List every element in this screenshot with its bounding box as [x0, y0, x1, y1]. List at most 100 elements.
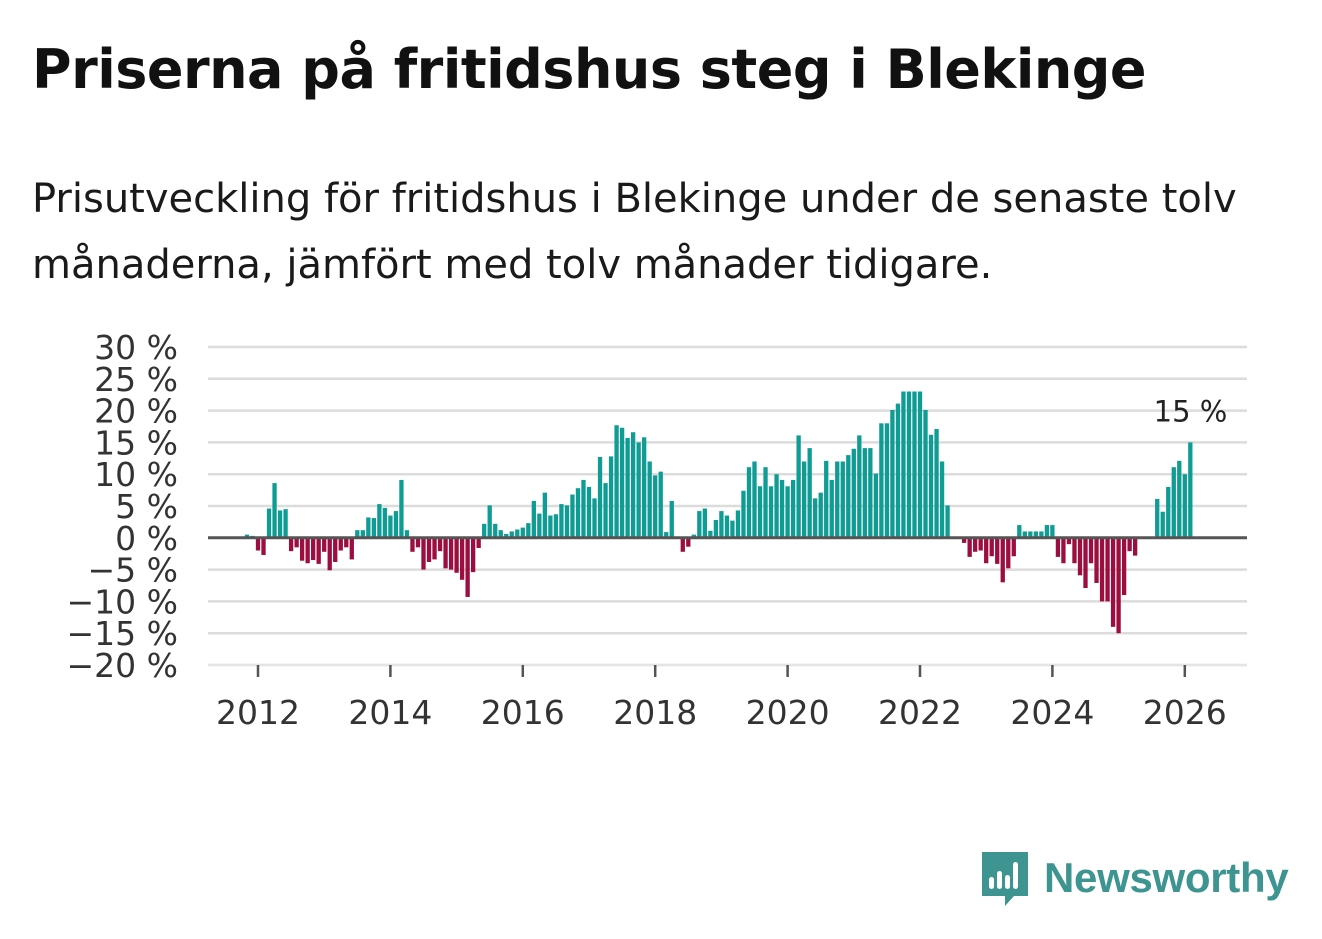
- bar: [244, 534, 250, 538]
- bar: [498, 530, 503, 538]
- bar: [482, 523, 487, 538]
- bar: [945, 505, 950, 538]
- bar: [415, 537, 421, 548]
- bar: [708, 530, 713, 538]
- bar: [1061, 537, 1066, 564]
- bar-chart: 30 %25 %20 %15 %10 %5 %0 %−5 %−10 %−15 %…: [67, 328, 1247, 732]
- bar: [735, 510, 741, 538]
- bar: [515, 529, 520, 538]
- bar: [851, 448, 856, 538]
- bar: [757, 486, 763, 538]
- bar: [1166, 486, 1171, 538]
- bar: [835, 461, 840, 538]
- bar: [619, 427, 625, 538]
- newsworthy-logo[interactable]: Newsworthy: [980, 848, 1289, 908]
- bar: [261, 537, 266, 555]
- bar: [901, 391, 906, 538]
- bar: [1000, 537, 1005, 583]
- bar: [1022, 531, 1027, 538]
- y-tick-label: 10 %: [94, 455, 178, 494]
- bar: [504, 533, 509, 538]
- bar: [928, 434, 934, 538]
- bar: [1121, 537, 1127, 596]
- bar: [636, 442, 641, 538]
- bars: [244, 391, 1193, 634]
- x-tick-label: 2026: [1143, 693, 1227, 732]
- bar: [730, 520, 735, 538]
- bar: [752, 461, 757, 538]
- bar: [459, 537, 465, 580]
- bar: [1160, 511, 1165, 538]
- bar: [322, 537, 327, 552]
- bar: [686, 537, 691, 547]
- y-tick-label: −15 %: [67, 614, 179, 653]
- bar: [978, 537, 983, 551]
- grid-lines: [208, 345, 1247, 667]
- bar: [1171, 467, 1176, 538]
- y-tick-label: 0 %: [115, 519, 178, 558]
- bar: [437, 537, 443, 552]
- bar: [664, 532, 669, 538]
- bar: [719, 511, 724, 538]
- bar: [299, 537, 305, 561]
- bar: [906, 391, 912, 538]
- bar: [487, 505, 492, 538]
- bar: [614, 425, 619, 538]
- bar: [421, 537, 426, 570]
- bar: [283, 509, 288, 538]
- bar: [333, 537, 338, 562]
- bar: [939, 461, 945, 538]
- bar: [531, 500, 536, 538]
- bar: [426, 537, 432, 562]
- bar: [995, 537, 1000, 564]
- bar: [608, 456, 614, 538]
- x-tick-label: 2022: [878, 693, 962, 732]
- bar: [1072, 537, 1077, 564]
- bar: [923, 409, 928, 538]
- bar: [388, 515, 393, 538]
- bar: [1055, 537, 1061, 557]
- brand-name: Newsworthy: [1044, 854, 1289, 901]
- x-tick-label: 2024: [1010, 693, 1094, 732]
- chart-title: Priserna på fritidshus steg i Blekinge: [32, 38, 1147, 101]
- labels: 30 %25 %20 %15 %10 %5 %0 %−5 %−10 %−15 %…: [67, 328, 1228, 732]
- bar: [917, 391, 923, 538]
- bar: [404, 530, 410, 538]
- bar: [790, 479, 796, 538]
- bar: [1133, 537, 1138, 556]
- bar: [311, 537, 316, 561]
- bar: [344, 537, 349, 548]
- bar: [890, 409, 895, 538]
- bar: [989, 537, 994, 557]
- bar: [255, 537, 261, 551]
- bar: [868, 448, 873, 538]
- bar: [454, 537, 459, 573]
- bar: [349, 537, 354, 560]
- bar: [984, 537, 989, 564]
- bar: [961, 537, 967, 543]
- bar: [779, 479, 785, 538]
- bar: [1006, 537, 1011, 569]
- bar: [360, 530, 365, 538]
- bar: [1050, 525, 1055, 538]
- bar: [471, 537, 476, 573]
- bar: [912, 391, 917, 538]
- bar: [564, 505, 570, 538]
- bar: [1116, 537, 1121, 634]
- bar: [509, 531, 514, 538]
- bar: [1105, 537, 1110, 602]
- bar: [399, 479, 404, 538]
- y-tick-label: 25 %: [94, 360, 178, 399]
- bar: [1066, 537, 1072, 545]
- bar: [1155, 499, 1160, 538]
- bar: [476, 537, 481, 548]
- bar: [774, 474, 779, 538]
- bar: [669, 500, 674, 538]
- y-tick-label: −10 %: [67, 582, 179, 621]
- bar: [813, 498, 818, 538]
- bar: [575, 488, 581, 538]
- last-value-annotation: 15 %: [1154, 394, 1228, 428]
- bar: [1033, 531, 1038, 538]
- bar: [840, 461, 845, 538]
- bar: [1011, 537, 1016, 557]
